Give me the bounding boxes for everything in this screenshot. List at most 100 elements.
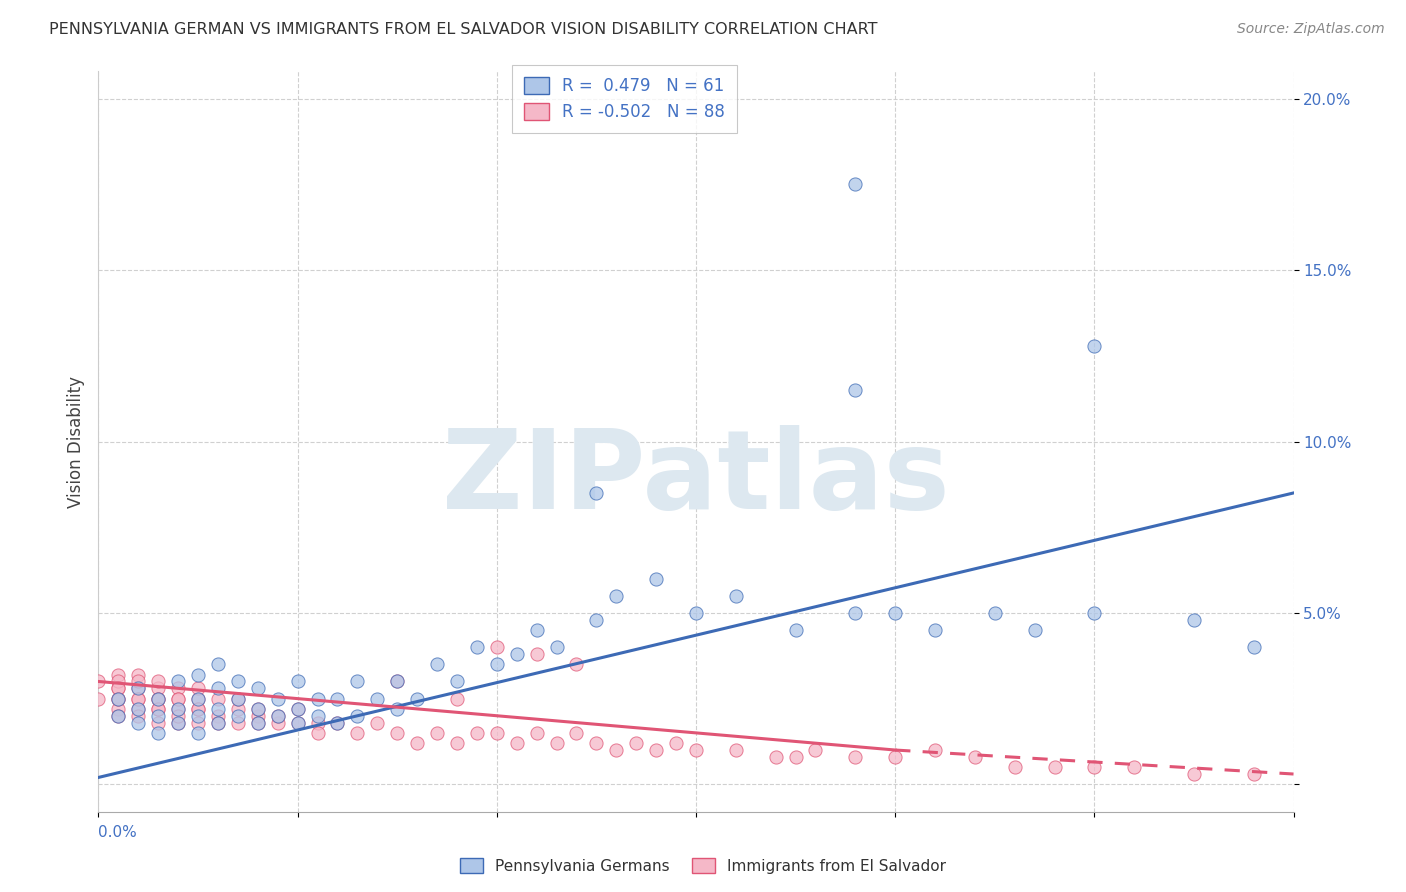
Point (526, 726, 548, 740)
Point (167, 715, 190, 730)
Point (1024, 623, 1046, 637)
Point (207, 715, 229, 730)
Point (148, 674, 170, 689)
Point (565, 657, 588, 672)
Point (287, 715, 309, 730)
Point (287, 715, 309, 730)
Point (546, 640, 568, 655)
Point (148, 691, 170, 706)
Point (148, 702, 170, 716)
Point (107, 702, 129, 716)
Point (526, 647, 548, 661)
Point (127, 681, 149, 696)
Point (785, 750, 807, 764)
Point (107, 708, 129, 723)
Point (446, 691, 468, 706)
Point (267, 708, 290, 723)
Point (148, 691, 170, 706)
Point (148, 726, 170, 740)
Point (187, 715, 209, 730)
Point (346, 674, 368, 689)
Point (346, 708, 368, 723)
Point (307, 691, 329, 706)
Point (326, 691, 349, 706)
Point (267, 715, 290, 730)
Point (385, 674, 409, 689)
Point (506, 736, 529, 750)
Point (226, 691, 249, 706)
Point (765, 750, 787, 764)
Point (107, 691, 129, 706)
Text: Source: ZipAtlas.com: Source: ZipAtlas.com (1237, 22, 1385, 37)
Point (1123, 760, 1146, 774)
Point (1083, 606, 1105, 620)
Point (287, 674, 309, 689)
Point (605, 589, 627, 603)
Point (87, 674, 110, 689)
Point (107, 674, 129, 689)
Point (127, 702, 149, 716)
Point (785, 623, 807, 637)
Point (148, 702, 170, 716)
Point (167, 702, 190, 716)
Point (446, 736, 468, 750)
Point (226, 708, 249, 723)
Point (626, 736, 648, 750)
Point (446, 674, 468, 689)
Point (267, 708, 290, 723)
Point (207, 702, 229, 716)
Point (207, 691, 229, 706)
Point (645, 743, 668, 757)
Point (226, 715, 249, 730)
Point (187, 691, 209, 706)
Point (884, 606, 907, 620)
Point (326, 715, 349, 730)
Point (426, 726, 449, 740)
Point (385, 702, 409, 716)
Point (207, 715, 229, 730)
Point (167, 691, 190, 706)
Point (485, 726, 508, 740)
Point (307, 715, 329, 730)
Point (426, 657, 449, 672)
Y-axis label: Vision Disability: Vision Disability (66, 376, 84, 508)
Point (984, 606, 1007, 620)
Point (346, 726, 368, 740)
Point (1182, 613, 1205, 627)
Point (565, 726, 588, 740)
Point (884, 750, 907, 764)
Point (246, 702, 269, 716)
Point (148, 681, 170, 696)
Point (685, 743, 707, 757)
Point (724, 743, 747, 757)
Point (148, 708, 170, 723)
Point (187, 681, 209, 696)
Legend: R =  0.479   N = 61, R = -0.502   N = 88: R = 0.479 N = 61, R = -0.502 N = 88 (512, 65, 737, 133)
Point (506, 647, 529, 661)
Point (485, 657, 508, 672)
Point (605, 743, 627, 757)
Point (167, 715, 190, 730)
Point (366, 715, 388, 730)
Point (287, 702, 309, 716)
Point (645, 572, 668, 586)
Point (366, 691, 388, 706)
Point (406, 691, 429, 706)
Point (1043, 760, 1066, 774)
Point (465, 726, 488, 740)
Point (127, 702, 149, 716)
Point (267, 691, 290, 706)
Point (526, 623, 548, 637)
Point (127, 691, 149, 706)
Point (844, 178, 866, 192)
Point (246, 681, 269, 696)
Point (844, 383, 866, 397)
Point (804, 743, 827, 757)
Point (127, 715, 149, 730)
Point (127, 667, 149, 681)
Point (127, 708, 149, 723)
Point (406, 736, 429, 750)
Point (148, 715, 170, 730)
Point (207, 681, 229, 696)
Point (207, 708, 229, 723)
